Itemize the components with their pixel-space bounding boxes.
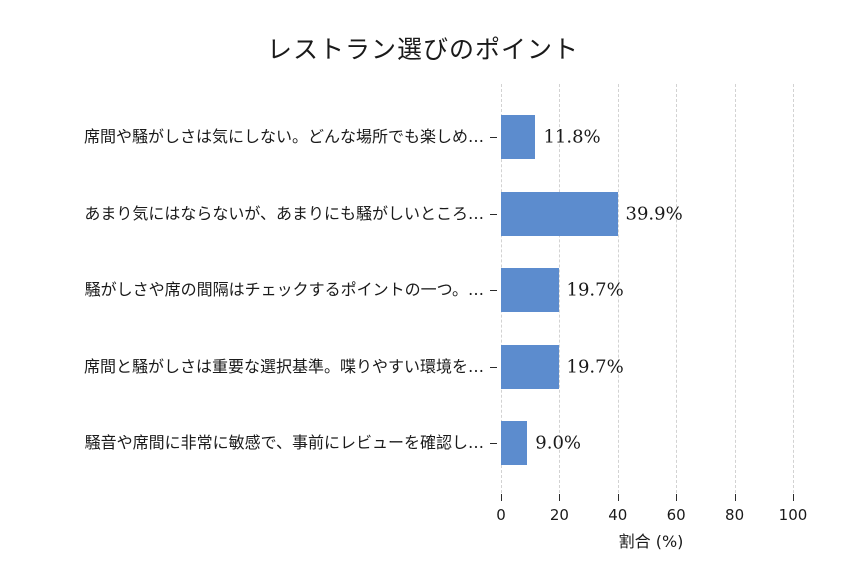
chart-title: レストラン選びのポイント (266, 35, 579, 64)
bar-value-label: 19.7% (566, 356, 624, 377)
x-tick-label: 60 (666, 506, 686, 524)
category-label: 席間と騒がしさは重要な選択基準。喋りやすい環境を… (83, 356, 484, 376)
x-tick (501, 494, 502, 501)
x-tick-label: 20 (549, 506, 569, 524)
x-tick-label: 0 (496, 506, 506, 524)
y-tick (490, 137, 497, 138)
category-label: 騒音や席間に非常に敏感で、事前にレビューを確認し… (84, 433, 484, 452)
x-tick-label: 40 (608, 506, 628, 524)
x-tick (734, 494, 736, 501)
bar (501, 344, 559, 389)
gridline (617, 84, 619, 493)
x-tick (676, 494, 678, 501)
category-label: 騒がしさや席の間隔はチェックするポイントの一つ。… (84, 280, 484, 299)
bar-value-label: 9.0% (535, 432, 581, 454)
bar (501, 115, 536, 159)
bar-value-label: 39.9% (625, 203, 683, 224)
category-label: あまり気にはならないが、あまりにも騒がしいところ… (84, 203, 484, 223)
bar (501, 421, 528, 465)
gridline (793, 84, 794, 493)
x-tick-label: 80 (725, 506, 745, 524)
x-tick-label: 100 (778, 506, 808, 524)
bar (501, 191, 618, 236)
category-label: 席間や騒がしさは気にしない。どんな場所でも楽しめ… (83, 127, 484, 146)
bar (501, 268, 559, 312)
bar-value-label: 19.7% (566, 279, 624, 301)
y-tick (490, 290, 497, 291)
y-tick (490, 213, 497, 215)
y-tick (490, 366, 497, 368)
gridline (676, 84, 678, 493)
plot-area: 11.8% 39.9% 19.7% 19.7% 9.0% (501, 84, 801, 493)
x-tick (559, 494, 561, 501)
gridline (734, 84, 736, 493)
x-axis-label: 割合 (%) (618, 532, 684, 551)
bar-value-label: 11.8% (543, 126, 601, 148)
gridline (559, 84, 561, 493)
x-tick (617, 494, 619, 501)
y-tick (490, 443, 497, 444)
x-tick (793, 494, 794, 501)
